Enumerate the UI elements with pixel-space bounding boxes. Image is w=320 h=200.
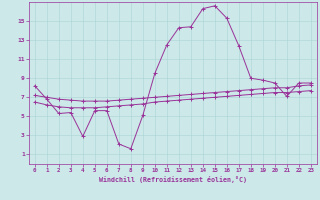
- X-axis label: Windchill (Refroidissement éolien,°C): Windchill (Refroidissement éolien,°C): [99, 176, 247, 183]
